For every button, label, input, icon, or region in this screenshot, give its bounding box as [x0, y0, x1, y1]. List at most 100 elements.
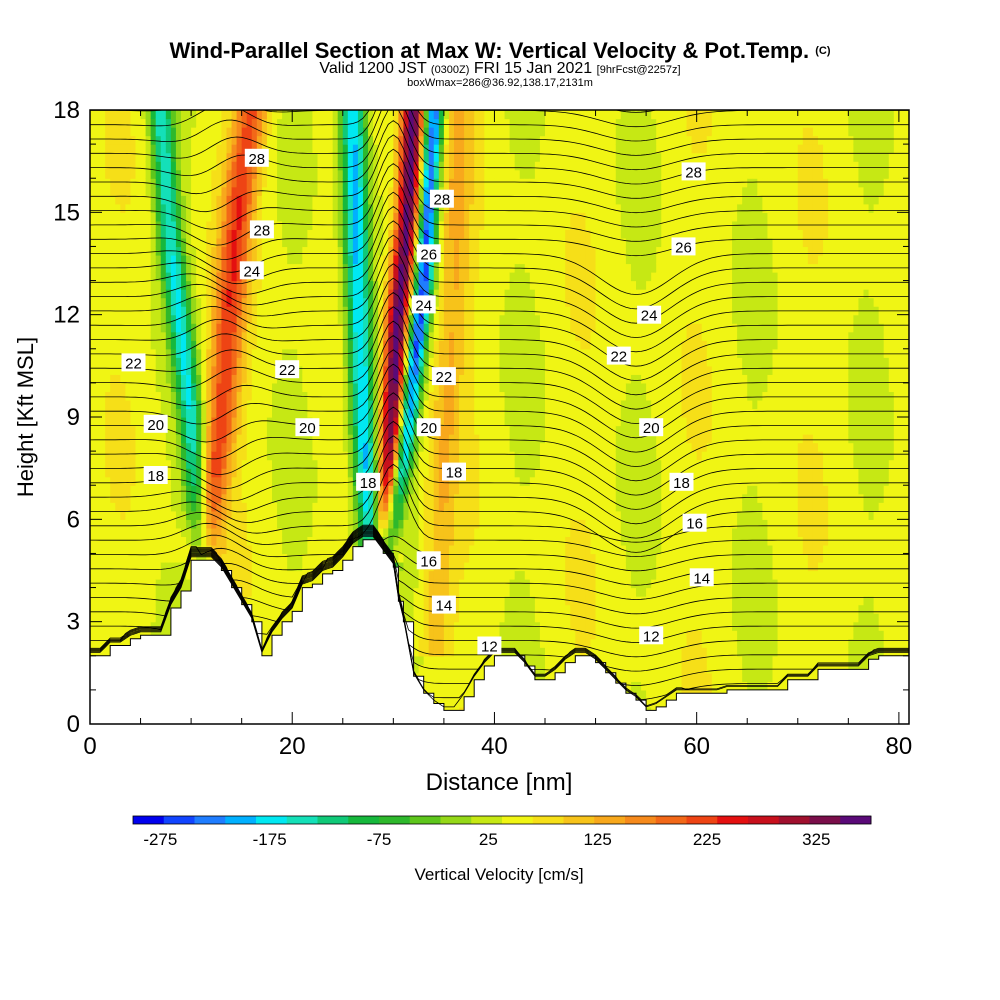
- velocity-cell: [105, 331, 111, 341]
- velocity-cell: [272, 570, 278, 580]
- velocity-cell: [393, 604, 399, 614]
- velocity-cell: [145, 229, 152, 239]
- velocity-cell: [256, 604, 263, 614]
- velocity-cell: [261, 553, 268, 563]
- velocity-cell: [307, 169, 314, 179]
- velocity-cell: [206, 579, 212, 589]
- velocity-cell: [216, 434, 223, 444]
- velocity-cell: [145, 280, 152, 290]
- velocity-cell: [438, 689, 445, 700]
- velocity-cell: [226, 698, 233, 708]
- velocity-cell: [272, 110, 278, 120]
- velocity-cell: [120, 493, 126, 503]
- velocity-cell: [393, 161, 399, 171]
- velocity-cell: [307, 391, 314, 401]
- velocity-cell: [373, 237, 379, 248]
- velocity-cell: [347, 135, 354, 145]
- velocity-cell: [413, 647, 420, 657]
- velocity-cell: [292, 169, 298, 179]
- velocity-cell: [413, 152, 420, 162]
- velocity-cell: [438, 715, 445, 724]
- velocity-cell: [388, 144, 394, 154]
- velocity-cell: [201, 510, 207, 520]
- velocity-cell: [398, 638, 405, 648]
- velocity-cell: [292, 357, 298, 367]
- velocity-cell: [277, 425, 283, 435]
- velocity-cell: [363, 186, 369, 196]
- velocity-cell: [246, 587, 253, 597]
- velocity-cell: [160, 237, 167, 248]
- velocity-cell: [120, 110, 126, 120]
- velocity-cell: [261, 715, 268, 724]
- velocity-cell: [408, 596, 415, 606]
- velocity-cell: [302, 613, 308, 623]
- velocity-cell: [266, 570, 273, 580]
- velocity-cell: [312, 382, 319, 393]
- velocity-cell: [216, 391, 223, 401]
- velocity-cell: [145, 655, 152, 665]
- velocity-cell: [115, 331, 121, 341]
- velocity-cell: [100, 195, 106, 205]
- velocity-cell: [226, 110, 233, 120]
- velocity-cell: [110, 348, 116, 358]
- velocity-cell: [160, 357, 167, 367]
- velocity-cell: [363, 331, 369, 341]
- velocity-cell: [231, 485, 238, 495]
- velocity-cell: [292, 536, 298, 546]
- velocity-cell: [292, 254, 298, 265]
- velocity-cell: [100, 655, 106, 665]
- velocity-cell: [261, 186, 268, 196]
- velocity-cell: [418, 110, 425, 120]
- velocity-cell: [221, 246, 228, 256]
- velocity-cell: [155, 382, 162, 393]
- velocity-cell: [393, 442, 399, 452]
- velocity-cell: [332, 579, 339, 589]
- velocity-cell: [241, 237, 248, 248]
- velocity-cell: [100, 698, 106, 708]
- velocity-cell: [363, 587, 369, 597]
- velocity-cell: [196, 212, 202, 222]
- velocity-cell: [100, 527, 106, 537]
- velocity-cell: [236, 638, 243, 648]
- velocity-cell: [312, 604, 319, 614]
- velocity-cell: [115, 630, 121, 640]
- velocity-cell: [211, 587, 217, 597]
- velocity-cell: [110, 570, 116, 580]
- velocity-cell: [433, 664, 440, 674]
- velocity-cell: [251, 289, 258, 299]
- velocity-cell: [357, 630, 364, 640]
- velocity-cell: [231, 570, 238, 580]
- velocity-cell: [292, 195, 298, 205]
- velocity-cell: [337, 331, 344, 341]
- velocity-cell: [378, 485, 384, 495]
- velocity-cell: [413, 417, 420, 427]
- velocity-cell: [206, 135, 212, 145]
- velocity-cell: [393, 391, 399, 401]
- velocity-cell: [322, 442, 329, 452]
- velocity-cell: [292, 306, 298, 316]
- velocity-cell: [105, 135, 111, 145]
- velocity-cell: [170, 527, 177, 537]
- velocity-cell: [398, 229, 405, 239]
- velocity-cell: [393, 715, 399, 724]
- velocity-cell: [206, 570, 212, 580]
- velocity-cell: [368, 152, 374, 162]
- velocity-cell: [413, 596, 420, 606]
- velocity-cell: [246, 544, 253, 555]
- velocity-cell: [378, 434, 384, 444]
- velocity-cell: [347, 630, 354, 640]
- velocity-cell: [115, 527, 121, 537]
- velocity-cell: [363, 485, 369, 495]
- velocity-cell: [433, 263, 440, 273]
- velocity-cell: [373, 254, 379, 265]
- velocity-cell: [130, 297, 137, 307]
- velocity-cell: [211, 638, 217, 648]
- velocity-cell: [135, 382, 142, 393]
- velocity-cell: [256, 621, 263, 631]
- velocity-cell: [211, 237, 217, 248]
- velocity-cell: [115, 485, 121, 495]
- velocity-cell: [90, 314, 96, 324]
- velocity-cell: [312, 698, 319, 708]
- velocity-cell: [378, 382, 384, 393]
- velocity-cell: [337, 476, 344, 486]
